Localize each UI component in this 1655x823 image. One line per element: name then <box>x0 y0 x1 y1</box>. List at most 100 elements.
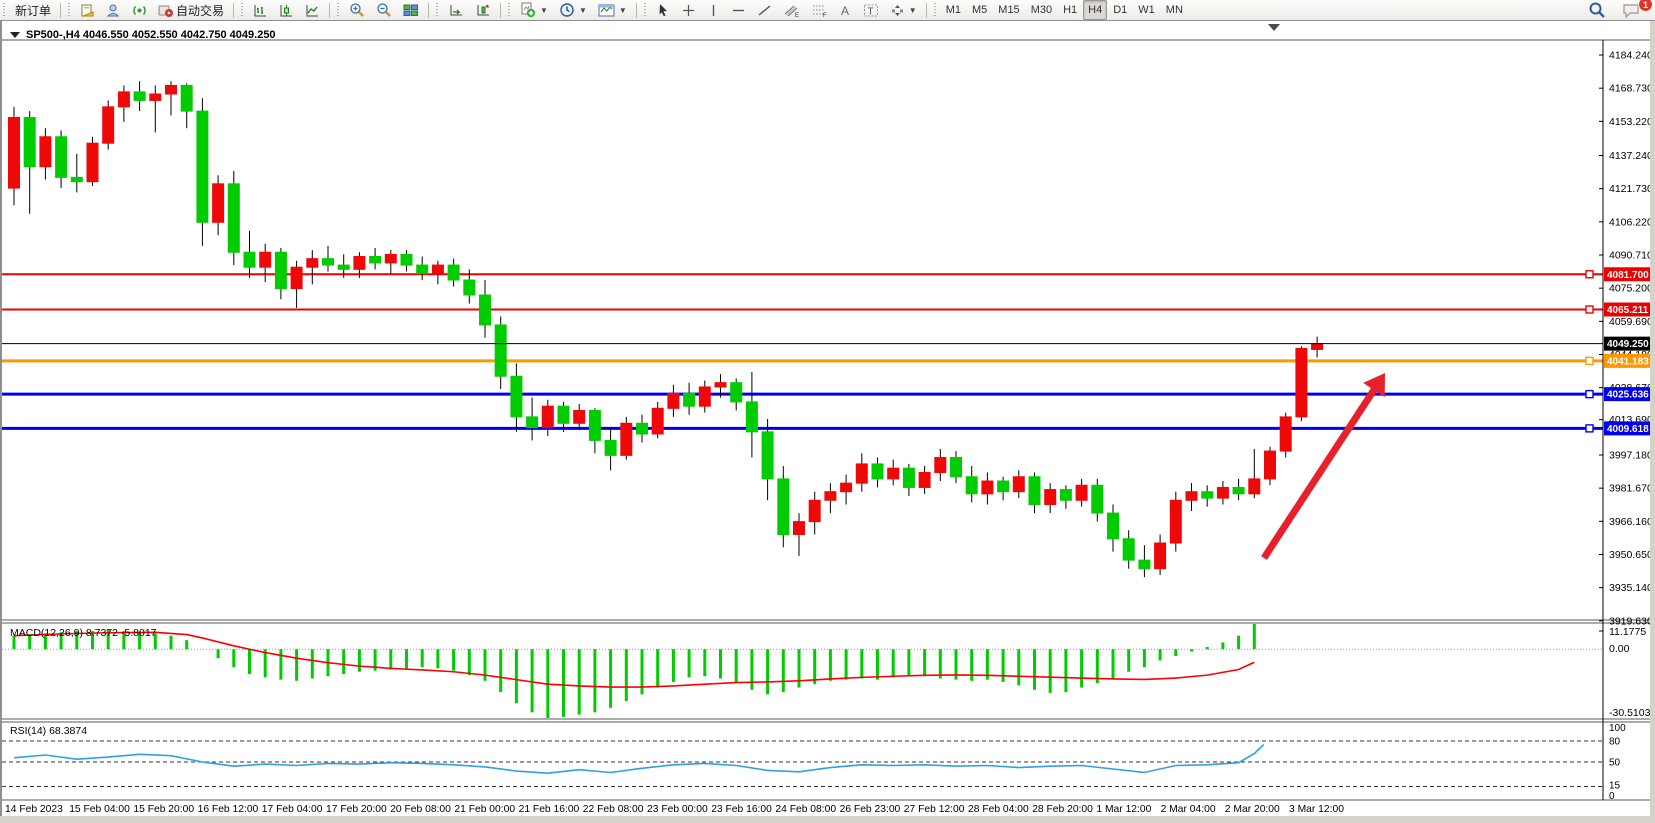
symbol-dropdown-icon[interactable] <box>10 32 20 38</box>
price-axis-tick-label: 4121.730 <box>1609 183 1653 195</box>
line-chart-button[interactable] <box>300 0 325 20</box>
timeframe-m5-button[interactable]: M5 <box>967 0 992 20</box>
candle-body <box>322 258 334 266</box>
timeframe-h1-button[interactable]: H1 <box>1058 0 1082 20</box>
profile-icon <box>106 2 121 17</box>
text-button[interactable]: A <box>834 0 857 20</box>
candle-body <box>541 405 554 429</box>
crosshair-icon <box>681 2 696 17</box>
chart-shift-marker[interactable] <box>1268 24 1280 31</box>
zoom-out-button[interactable] <box>371 0 397 20</box>
tile-windows-button[interactable] <box>398 0 424 20</box>
trendline-button[interactable] <box>752 0 777 20</box>
candle-body <box>196 110 209 223</box>
bar-chart-button[interactable] <box>248 0 273 20</box>
chart-shift-button[interactable] <box>470 0 496 20</box>
rsi-axis-label: 80 <box>1609 737 1621 748</box>
dropdown-caret-icon[interactable]: ▼ <box>618 5 627 15</box>
candle-body <box>1154 542 1167 570</box>
candle-body <box>871 463 884 480</box>
dropdown-caret-icon[interactable]: ▼ <box>578 5 587 15</box>
arrows-button[interactable]: ▼ <box>885 0 922 20</box>
candle-body <box>243 251 256 268</box>
new-chart-button[interactable]: ▼ <box>515 0 553 20</box>
periods-button[interactable]: ▼ <box>554 0 592 20</box>
dropdown-caret-icon[interactable]: ▼ <box>540 5 548 15</box>
timeframe-d1-button[interactable]: D1 <box>1108 0 1132 20</box>
time-axis-label: 24 Feb 08:00 <box>775 804 836 815</box>
timeframe-label: W1 <box>1138 4 1155 16</box>
candle-body <box>1311 343 1324 350</box>
line-drag-handle[interactable] <box>1585 305 1594 314</box>
rsi-line <box>13 743 1265 775</box>
candle-body <box>1044 489 1057 506</box>
toolbar-grip <box>435 3 441 17</box>
text-label-button[interactable]: T <box>858 0 884 20</box>
price-axis-tick-label: 3950.650 <box>1609 549 1653 561</box>
time-axis-label: 15 Feb 04:00 <box>69 804 130 815</box>
line-drag-handle[interactable] <box>1585 356 1594 366</box>
notifications-chat-icon[interactable]: 1 <box>1617 0 1653 20</box>
price-level-badge-label: 4081.700 <box>1607 270 1649 281</box>
dropdown-caret-icon[interactable]: ▼ <box>908 5 917 15</box>
candle-body <box>55 136 68 178</box>
profile-button[interactable] <box>101 0 126 20</box>
time-axis-label: 17 Feb 04:00 <box>262 804 323 815</box>
equidistant-channel-button[interactable]: E <box>778 0 805 20</box>
cursor-button[interactable] <box>651 0 675 20</box>
annotation-arrow-head[interactable] <box>1363 373 1385 397</box>
candle-body <box>902 467 915 488</box>
toolbar-separator <box>329 2 331 18</box>
candle-body <box>1122 538 1135 561</box>
charts-panel-button[interactable] <box>75 0 100 20</box>
toolbar-grip <box>642 3 648 17</box>
timeframe-label: M5 <box>972 4 988 16</box>
toolbar: 新订单 自动交易 ▼ ▼ ▼ E F A T ▼ M1 M5 M15 M30 H1 H4 D1 W1 MN 1 <box>0 0 1655 21</box>
timeframe-mn-button[interactable]: MN <box>1161 0 1188 20</box>
candle-body <box>745 401 758 433</box>
ind-add-icon <box>475 2 491 17</box>
candle-body <box>1185 491 1198 501</box>
line-drag-handle[interactable] <box>1585 389 1594 399</box>
candle-body <box>1248 478 1261 495</box>
search-icon[interactable] <box>1583 0 1611 20</box>
candle-body <box>23 117 36 168</box>
macd-axis-zero: 0.00 <box>1609 643 1630 655</box>
line-drag-handle[interactable] <box>1585 270 1594 279</box>
price-level-badge-label: 4009.618 <box>1607 424 1649 435</box>
toolbar-separator <box>428 2 430 18</box>
candle-body <box>588 409 601 441</box>
time-axis-label: 23 Feb 16:00 <box>711 804 772 815</box>
time-axis-label: 14 Feb 2023 <box>5 804 63 815</box>
annotation-arrow-shaft[interactable] <box>1261 382 1381 560</box>
fibonacci-button[interactable]: F <box>806 0 833 20</box>
auto-scroll-button[interactable] <box>443 0 469 20</box>
timeframe-m30-button[interactable]: M30 <box>1026 0 1057 20</box>
timeframe-h4-button[interactable]: H4 <box>1083 0 1108 20</box>
zoom-in-button[interactable] <box>344 0 370 20</box>
candle-body <box>573 409 586 424</box>
time-axis-label: 21 Feb 16:00 <box>519 804 580 815</box>
toolbar-separator <box>635 2 637 18</box>
new-order-button[interactable]: 新订单 <box>10 0 56 20</box>
line-drag-handle[interactable] <box>1585 424 1594 433</box>
crosshair-button[interactable] <box>676 0 701 20</box>
price-axis-tick-label: 4168.730 <box>1609 83 1653 95</box>
candle-body <box>1216 486 1229 499</box>
timeframe-label: MN <box>1165 4 1183 16</box>
timeframe-m15-button[interactable]: M15 <box>993 0 1024 20</box>
data-window-button[interactable] <box>127 0 152 20</box>
horizontal-line-button[interactable] <box>726 0 751 20</box>
candle-body <box>636 422 648 435</box>
candlestick-chart-button[interactable] <box>274 0 299 20</box>
chart-window[interactable]: SP500-,H4 4046.550 4052.550 4042.750 404… <box>0 21 1655 823</box>
chart-doc-icon <box>80 2 95 17</box>
candle-body <box>808 499 821 523</box>
timeframe-m1-button[interactable]: M1 <box>941 0 966 20</box>
vertical-line-button[interactable] <box>702 0 725 20</box>
candle-body <box>227 183 240 253</box>
price-axis-tick-label: 4075.200 <box>1609 283 1653 295</box>
timeframe-w1-button[interactable]: W1 <box>1133 0 1160 20</box>
auto-trading-button[interactable]: 自动交易 <box>153 0 229 20</box>
templates-button[interactable]: ▼ <box>593 0 632 20</box>
